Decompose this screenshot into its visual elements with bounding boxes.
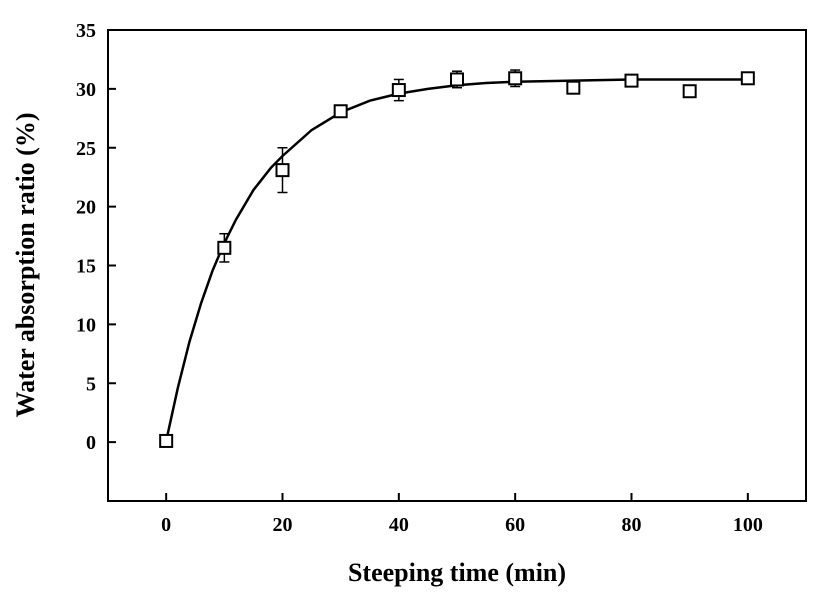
y-axis-ticks: 0 5 10 15 20 25 30 35 — [76, 20, 116, 454]
y-tick-label: 30 — [76, 79, 96, 101]
data-point — [159, 433, 174, 448]
data-point — [333, 104, 348, 119]
data-point — [508, 71, 523, 86]
x-tick-label: 0 — [161, 514, 171, 536]
x-tick-label: 20 — [273, 514, 293, 536]
y-tick-label: 35 — [76, 20, 96, 42]
data-point — [682, 84, 697, 99]
y-tick-label: 10 — [76, 314, 96, 336]
fit-curve — [164, 78, 748, 442]
data-point — [624, 73, 639, 88]
x-tick-label: 60 — [505, 514, 525, 536]
y-tick-label: 5 — [86, 373, 96, 395]
data-points — [159, 69, 755, 448]
y-tick-label: 15 — [76, 256, 96, 278]
data-point — [450, 72, 464, 87]
y-tick-label: 0 — [86, 432, 96, 454]
data-point — [217, 240, 232, 255]
x-axis-ticks: 0 20 40 60 80 100 — [161, 493, 763, 536]
x-tick-label: 80 — [622, 514, 642, 536]
y-tick-label: 20 — [76, 197, 96, 219]
y-axis-title: Water absorption ratio (%) — [11, 113, 40, 418]
data-point — [566, 80, 581, 95]
x-axis-title: Steeping time (min) — [348, 558, 566, 587]
plot-frame — [107, 29, 807, 502]
y-tick-label: 25 — [76, 138, 96, 160]
data-point — [391, 83, 406, 98]
data-point — [275, 163, 290, 178]
data-point — [740, 71, 755, 86]
x-tick-label: 100 — [733, 514, 763, 536]
x-tick-label: 40 — [389, 514, 409, 536]
